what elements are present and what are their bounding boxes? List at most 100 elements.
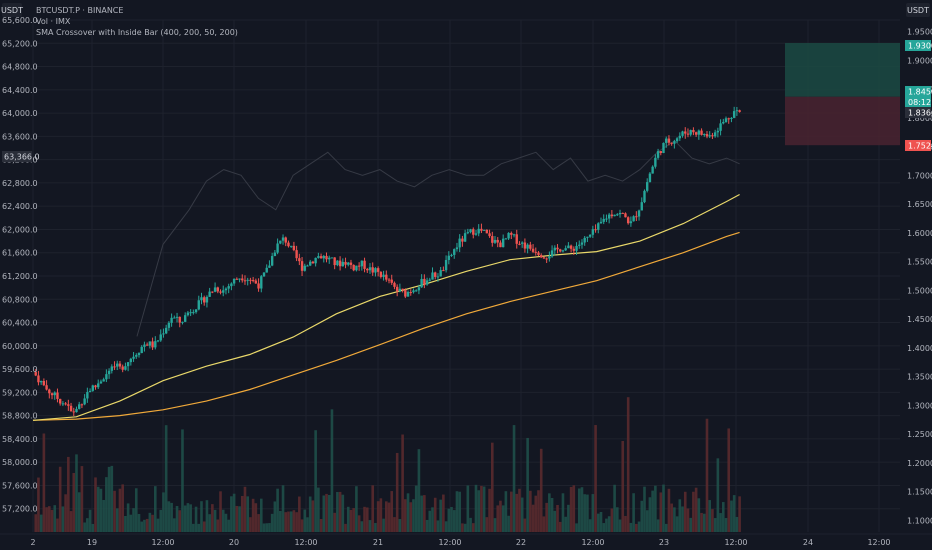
candle-body [268, 265, 271, 268]
volume-bar [143, 519, 146, 532]
candle-body [556, 247, 559, 250]
candle-body [363, 260, 366, 269]
volume-bar [572, 485, 576, 532]
time-axis-tick: 12:00 [724, 538, 747, 547]
volume-bar [417, 449, 421, 532]
countdown-label: 08:12 [908, 98, 931, 107]
candle-body [110, 366, 114, 371]
volume-bar [140, 521, 144, 532]
candle-body [330, 257, 334, 259]
right-axis-tick: 1.4000 [907, 344, 932, 353]
volume-bar [126, 503, 130, 532]
candle-body [319, 256, 323, 259]
right-axis-tick: 1.7000 [907, 171, 932, 180]
volume-bar [534, 495, 538, 532]
candle-body [534, 251, 537, 253]
volume-bar [173, 518, 176, 532]
sma-fast-line [32, 193, 740, 421]
volume-bar [208, 514, 211, 532]
candle-body [561, 250, 565, 252]
volume-bar [314, 430, 317, 532]
candle-body [447, 255, 451, 260]
volume-bar [395, 452, 399, 532]
candle-body [616, 214, 619, 216]
volume-bar [393, 517, 396, 532]
candle-body [246, 279, 249, 281]
candle-body [34, 372, 37, 376]
volume-bar [738, 496, 741, 532]
candle-body [194, 309, 198, 313]
volume-bar [681, 506, 684, 532]
candle-body [637, 210, 641, 217]
candle-body [667, 138, 671, 143]
volume-bar [482, 486, 486, 532]
candle-body [61, 403, 65, 405]
take-profit-zone [785, 43, 900, 97]
candle-body [376, 268, 380, 272]
candle-body [368, 267, 372, 271]
candle-body [439, 270, 442, 277]
volume-bar [499, 500, 502, 532]
candle-body [159, 334, 162, 341]
candle-body [507, 232, 510, 239]
volume-bar [238, 506, 241, 532]
volume-bar [564, 516, 567, 532]
volume-bar [292, 510, 296, 532]
candle-body [504, 238, 508, 240]
volume-bar [325, 493, 328, 532]
volume-bar [257, 514, 260, 532]
right-axis-tick: 1.3500 [907, 373, 932, 382]
volume-bar [390, 491, 394, 532]
volume-bar [621, 440, 625, 532]
left-currency-button[interactable] [2, 3, 22, 17]
volume-bar [352, 508, 355, 532]
candle-body [287, 242, 290, 247]
candle-body [265, 267, 268, 273]
volume-bar [221, 509, 225, 532]
left-axis-tick: 63,600.0 [2, 132, 38, 141]
legend-volume[interactable]: Vol · IMX [36, 17, 71, 26]
right-currency-button[interactable] [906, 3, 930, 17]
volume-bar [270, 513, 274, 532]
volume-bar [162, 492, 165, 532]
candle-body [322, 255, 325, 259]
right-axis-tick: 1.1000 [907, 516, 932, 525]
volume-bar [194, 506, 198, 532]
candle-body [597, 223, 600, 230]
volume-bar [553, 510, 557, 532]
volume-bar [550, 498, 554, 532]
volume-bar [153, 486, 157, 532]
volume-bar [694, 487, 698, 532]
time-axis[interactable]: 2 19 12:00 20 12:00 21 12:00 22 12:00 23 12:00 24 12… [0, 533, 932, 547]
volume-bar [583, 494, 586, 532]
candle-body [684, 131, 687, 134]
left-axis-tick: 61,200.0 [2, 272, 38, 281]
volume-bar [346, 506, 350, 532]
volume-bar [200, 501, 203, 532]
volume-bar [287, 511, 290, 532]
candle-body [428, 279, 431, 281]
volume-bar [616, 507, 619, 532]
volume-bar [341, 494, 345, 532]
candle-body [594, 229, 597, 231]
volume-bar [360, 521, 364, 532]
volume-bar [727, 428, 731, 532]
volume-bar [344, 523, 347, 532]
volume-bar [705, 418, 709, 532]
candle-body [673, 141, 676, 144]
right-axis-tick: 1.9000 [907, 56, 932, 65]
volume-bar [414, 485, 418, 532]
candle-body [208, 291, 211, 297]
legend-strategy[interactable]: SMA Crossover with Inside Bar (400, 200,… [36, 28, 238, 37]
volume-bar [428, 510, 432, 532]
volume-bar [145, 518, 149, 532]
volume-bar [398, 519, 402, 532]
volume-bar [317, 487, 320, 532]
volume-bar [648, 497, 652, 532]
take-profit-label: 1.9300 [908, 42, 932, 51]
volume-bar [99, 488, 103, 532]
legend-symbol[interactable]: BTCUSDT.P · BINANCE [36, 6, 123, 15]
candle-body [732, 111, 736, 118]
